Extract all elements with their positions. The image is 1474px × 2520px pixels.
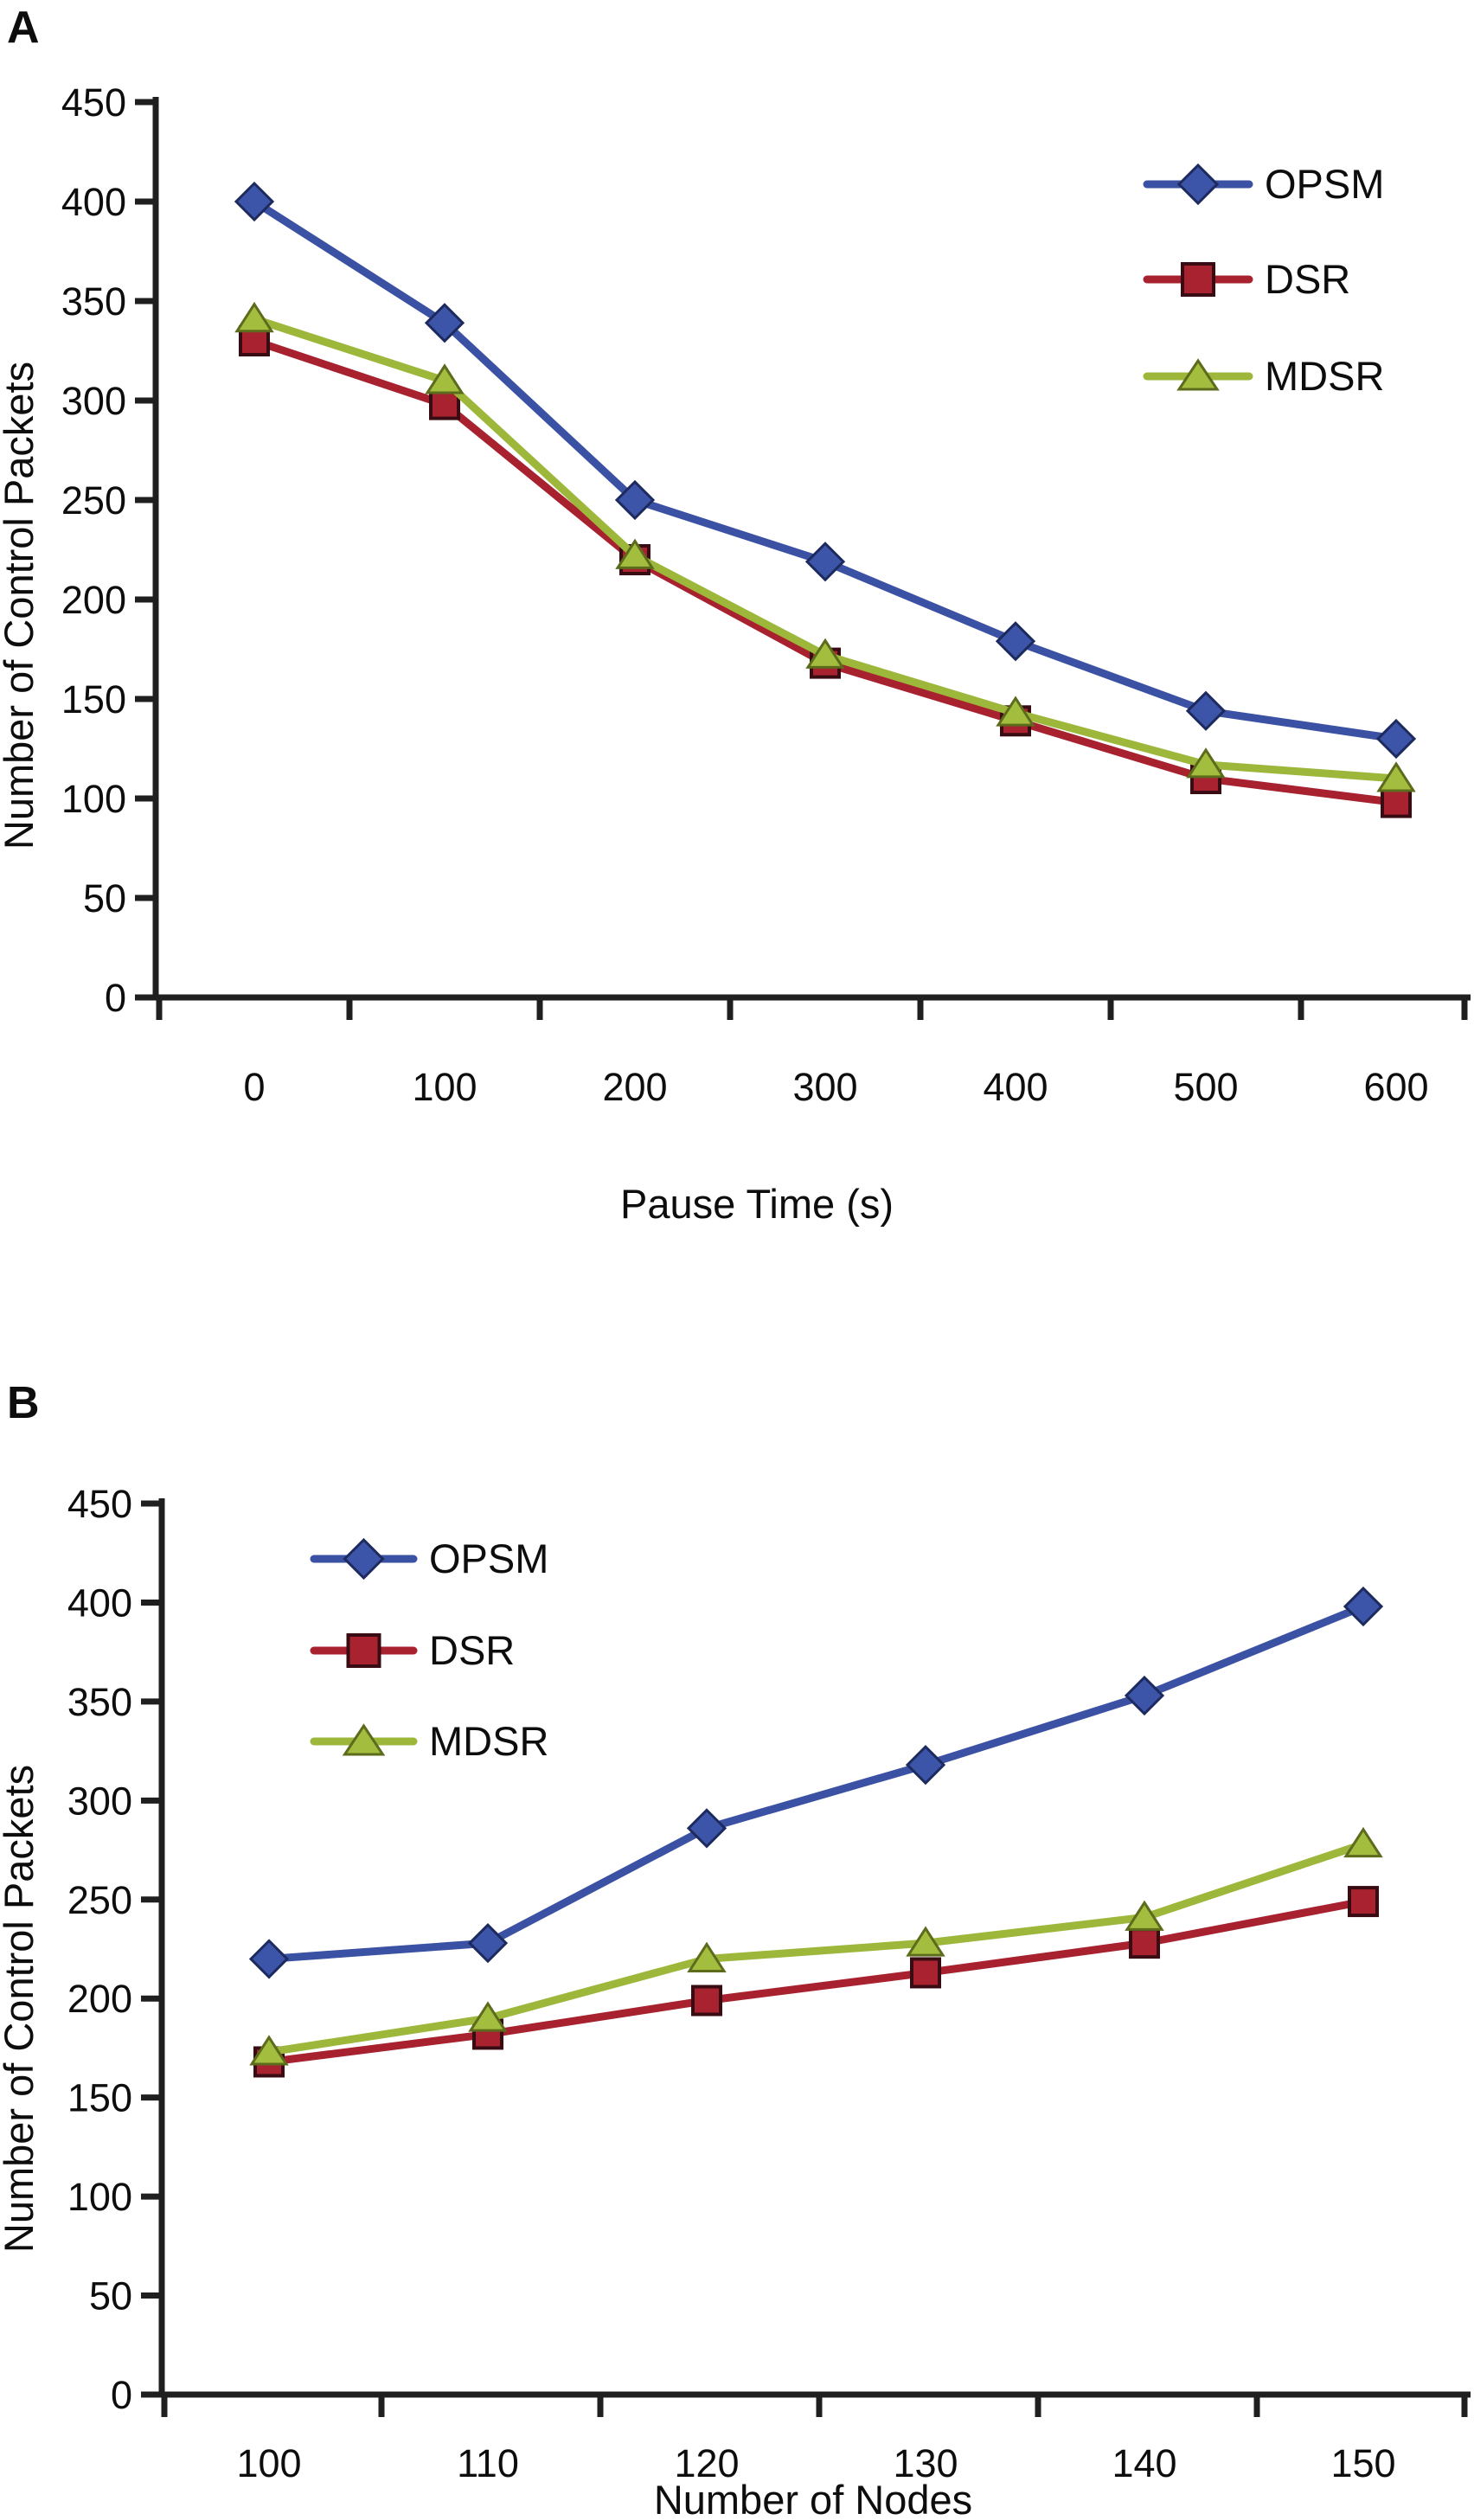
x-tick-label: 110: [457, 2441, 519, 2485]
marker-OPSM: [1124, 1675, 1165, 1716]
marker-MDSR: [996, 696, 1035, 727]
legend-item-OPSM: OPSM: [1143, 161, 1384, 207]
y-tick-label: 250: [61, 478, 126, 523]
x-tick-label: 400: [983, 1065, 1048, 1109]
chart-b-canvas: 0 50 100 150 200 250 300 350 400 450 100 110 120 130 1…: [0, 1482, 1471, 2520]
x-axis-title: Pause Time (s): [620, 1181, 894, 1227]
y-tick-label: 200: [61, 578, 126, 622]
x-tick-label: 130: [893, 2441, 958, 2485]
marker-MDSR: [687, 1941, 727, 1972]
legend-marker-MDSR: [1176, 358, 1220, 391]
marker-MDSR: [1376, 761, 1416, 792]
y-axis-title: Number of Control Packets: [0, 362, 42, 850]
x-tick-label: 600: [1363, 1065, 1428, 1109]
marker-MDSR: [249, 2035, 289, 2066]
marker-OPSM: [1343, 1586, 1384, 1627]
x-tick-label: 500: [1173, 1065, 1238, 1109]
marker-DSR: [691, 1985, 722, 2017]
legend-item-MDSR: MDSR: [310, 1718, 548, 1764]
legend-marker-MDSR: [342, 1723, 386, 1756]
x-tick-label: 100: [236, 2441, 301, 2485]
x-tick-label: 200: [602, 1065, 667, 1109]
legend-label-OPSM: OPSM: [429, 1536, 548, 1581]
marker-DSR: [1348, 1886, 1379, 1918]
legend-item-DSR: DSR: [1143, 256, 1350, 302]
legend-marker-OPSM: [343, 1537, 385, 1581]
x-tick-label: 100: [412, 1065, 477, 1109]
marker-DSR: [1381, 786, 1412, 818]
marker-OPSM: [686, 1808, 727, 1849]
marker-MDSR: [805, 638, 845, 669]
y-tick-label: 50: [83, 876, 126, 920]
legend-label-OPSM: OPSM: [1265, 161, 1384, 207]
marker-DSR: [910, 1957, 941, 1989]
marker-MDSR: [615, 538, 655, 569]
chart-a-canvas: 0 50 100 150 200 250 300 350 400 450 0 100 200 300 400…: [0, 80, 1471, 1227]
marker-OPSM: [1185, 690, 1227, 731]
y-tick-label: 300: [61, 379, 126, 423]
x-tick-label: 150: [1330, 2441, 1395, 2485]
legend-label-DSR: DSR: [429, 1627, 515, 1673]
marker-MDSR: [425, 363, 465, 394]
marker-MDSR: [906, 1926, 945, 1957]
marker-OPSM: [905, 1745, 946, 1786]
y-tick-label: 350: [67, 1680, 132, 1724]
y-tick-label: 100: [67, 2175, 132, 2219]
legend-label-MDSR: MDSR: [429, 1718, 548, 1764]
y-tick-label: 350: [61, 279, 126, 324]
y-tick-label: 0: [105, 976, 126, 1020]
y-tick-label: 150: [67, 2076, 132, 2120]
marker-DSR: [1129, 1927, 1160, 1959]
marker-OPSM: [1375, 718, 1417, 760]
legend-label-MDSR: MDSR: [1265, 353, 1384, 399]
x-axis-title: Number of Nodes: [654, 2477, 972, 2520]
legend-marker-DSR: [1181, 262, 1215, 297]
y-tick-label: 450: [67, 1482, 132, 1526]
marker-OPSM: [467, 1923, 509, 1964]
panel-a-label: A: [7, 3, 41, 53]
y-axis-title: Number of Control Packets: [0, 1765, 42, 2253]
marker-MDSR: [234, 301, 274, 333]
marker-OPSM: [614, 479, 656, 521]
series-line-OPSM: [265, 1602, 1368, 1963]
marker-MDSR: [1125, 1900, 1164, 1931]
x-tick-label: 0: [243, 1065, 265, 1109]
marker-MDSR: [1343, 1826, 1383, 1858]
legend-label-DSR: DSR: [1265, 256, 1350, 302]
marker-OPSM: [424, 303, 465, 343]
y-tick-label: 400: [67, 1581, 132, 1625]
x-tick-label: 120: [674, 2441, 739, 2485]
x-tick-label: 140: [1112, 2441, 1176, 2485]
legend-item-MDSR: MDSR: [1143, 353, 1384, 399]
y-tick-label: 0: [111, 2373, 132, 2417]
y-tick-label: 300: [67, 1779, 132, 1823]
series-line-DSR: [265, 1897, 1368, 2066]
marker-OPSM: [234, 181, 275, 222]
y-tick-label: 250: [67, 1878, 132, 1922]
y-tick-label: 400: [61, 180, 126, 224]
y-tick-label: 150: [61, 677, 126, 721]
y-tick-label: 50: [89, 2274, 132, 2318]
legend-marker-OPSM: [1176, 163, 1220, 206]
marker-OPSM: [248, 1939, 290, 1979]
y-tick-label: 100: [61, 777, 126, 821]
panel-b-label: B: [7, 1378, 41, 1428]
legend: OPSM DSR MDSR: [310, 1536, 548, 1764]
marker-OPSM: [995, 621, 1036, 662]
x-tick-label: 300: [792, 1065, 857, 1109]
legend-marker-DSR: [346, 1633, 381, 1668]
legend-item-DSR: DSR: [310, 1627, 515, 1673]
legend: OPSM DSR MDSR: [1143, 161, 1384, 399]
marker-MDSR: [468, 2001, 508, 2032]
legend-item-OPSM: OPSM: [310, 1536, 548, 1581]
marker-MDSR: [1186, 747, 1226, 779]
y-tick-label: 450: [61, 80, 126, 125]
series-line-MDSR: [265, 1840, 1368, 2056]
marker-OPSM: [804, 542, 846, 582]
y-tick-label: 200: [67, 1977, 132, 2021]
